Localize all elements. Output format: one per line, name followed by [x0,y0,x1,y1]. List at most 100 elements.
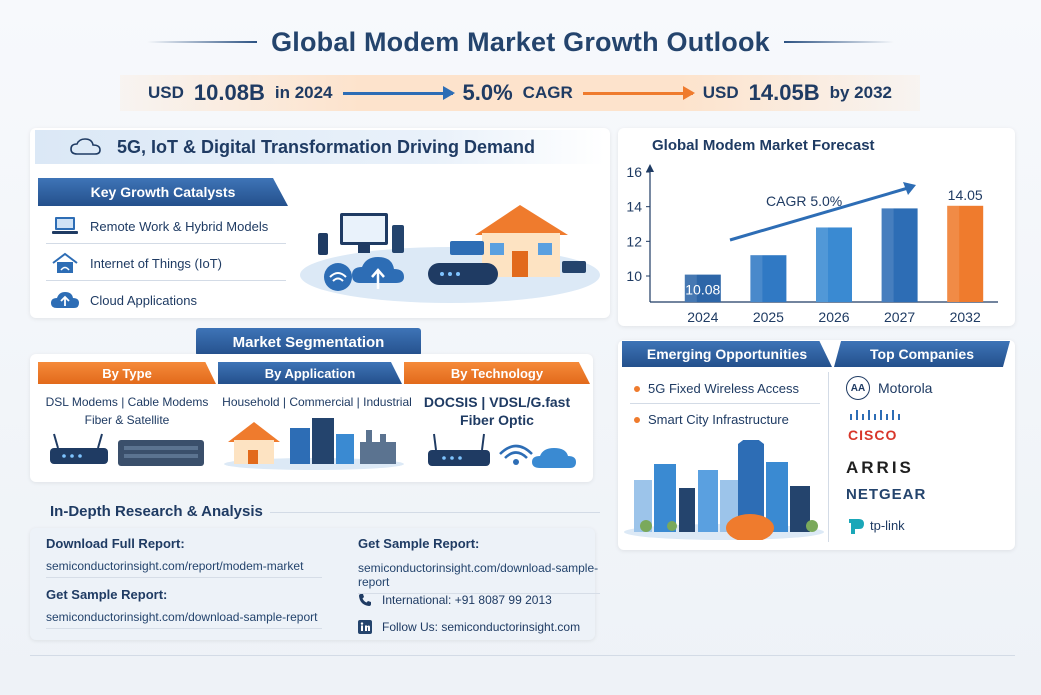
cagr-arrow [729,186,909,242]
bar-highlight [684,274,697,302]
catalyst-item: Cloud Applications [50,289,197,311]
opportunity-item: Smart City Infrastructure [634,412,789,427]
bar [881,208,918,302]
drivers-banner: 5G, IoT & Digital Transformation Driving… [35,130,605,164]
bar-highlight [881,208,894,302]
stat-cagr-suffix: CAGR [522,83,573,102]
catalyst-item: Internet of Things (IoT) [50,252,222,274]
x-tick-label: 2026 [818,309,849,325]
company-name: CISCO [848,427,898,443]
stat-cagr-value: 5.0% [462,80,513,105]
stat-end-value: 14.05B [748,80,820,105]
segmentation-heading: Market Segmentation [196,328,421,356]
follow-contact[interactable]: Follow Us: semiconductorinsight.com [358,620,580,634]
modem-devices-illustration [50,433,204,466]
catalyst-item: Remote Work & Hybrid Models [50,215,268,237]
bar [684,274,721,302]
sample-report-link-left[interactable]: semiconductorinsight.com/download-sample… [46,610,322,629]
stat-end-prefix: USD [702,83,739,102]
download-report-path: /report/modem-market [184,559,304,573]
segment-type-line1: DSL Modems | Cable Modems [45,395,209,409]
cagr-arrowhead [903,182,916,195]
bar-highlight [947,205,960,302]
cloud-icon [70,138,101,155]
sample-report-path-right: /download-sample-report [358,561,599,589]
companies-heading: Top Companies [834,341,1010,367]
title-rule-right [783,41,894,43]
download-report-link[interactable]: semiconductorinsight.com/report/modem-ma… [46,559,322,578]
bullet-icon [634,416,640,423]
bar-highlight [750,255,763,302]
buildings-illustration [224,418,404,470]
company-motorola: AA Motorola [846,376,932,400]
stat-end-suffix: by 2032 [829,83,892,102]
data-label: 14.05 [948,187,983,203]
tab-by-technology: By Technology [404,362,590,384]
chart-labels: 2024 10.08 2025 2026 2027 2032 14.05 [685,187,983,325]
companies-heading-text: Top Companies [870,346,974,362]
cagr-annotation: CAGR 5.0% [766,193,842,209]
company-cisco: CISCO [848,408,908,443]
motorola-logo-icon: AA [846,376,870,400]
segment-technology-line1: DOCSIS | VDSL/G.fast [423,394,571,410]
chart-title: Global Modem Market Forecast [652,137,875,154]
x-tick-label: 2032 [950,309,981,325]
bar [816,227,852,302]
y-tick-label: 14 [626,199,642,215]
opportunities-heading: Emerging Opportunities [622,341,832,367]
laptop-icon [52,217,78,234]
column-divider [828,372,829,542]
arrow-right-icon [342,85,455,100]
page-title: Global Modem Market Growth Outlook [271,26,770,57]
tplink-logo-icon [849,519,864,534]
download-report-label: Download Full Report: [46,536,185,551]
tab-by-application-label: By Application [264,365,356,381]
opportunity-item: 5G Fixed Wireless Access [634,381,799,396]
segment-application-text: Household | Commercial | Industrial [218,393,416,411]
divider [46,280,286,281]
sample-report-path-left: /download-sample-report [184,610,318,624]
company-tplink: tp-link [846,515,905,535]
tab-by-application: By Application [218,362,402,384]
opportunities-heading-text: Emerging Opportunities [646,346,808,362]
catalysts-heading: Key Growth Catalysts [38,178,288,206]
x-tick-label: 2024 [687,309,718,325]
company-name: Motorola [878,380,933,396]
opportunity-label: Smart City Infrastructure [648,412,789,427]
bar [750,255,787,302]
home-network-illustration [300,205,600,303]
tab-by-type: By Type [38,362,216,384]
stat-start-prefix: USD [148,83,184,102]
opportunity-label: 5G Fixed Wireless Access [648,381,799,396]
catalysts-heading-text: Key Growth Catalysts [90,184,236,200]
house-wifi-icon [52,252,78,273]
stat-start-value: 10.08B [193,80,265,105]
footer-divider [30,655,1015,656]
company-name: tp-link [870,517,905,533]
download-report-domain: semiconductorinsight.com [46,559,185,573]
divider [46,243,286,244]
cisco-logo-icon [850,410,900,420]
segment-application-line1: Household | Commercial | Industrial [222,395,412,409]
sample-report-label-left: Get Sample Report: [46,587,168,602]
tab-by-type-label: By Type [102,365,152,381]
phone-icon [359,594,371,606]
chart-bars [684,205,984,302]
research-panel [30,528,595,640]
divider [270,512,600,513]
title-row: Global Modem Market Growth Outlook [0,22,1041,62]
company-arris: ARRIS [846,458,914,477]
sample-report-label-right: Get Sample Report: [358,536,480,551]
y-axis-arrow [646,164,654,172]
sample-report-link-right[interactable]: semiconductorinsight.com/download-sample… [358,561,600,594]
router-wifi-illustration [428,433,576,468]
catalyst-label: Cloud Applications [90,292,197,308]
x-tick-label: 2025 [753,309,784,325]
sample-report-domain-left: semiconductorinsight.com [46,610,185,624]
market-stats-bar: USD 10.08B in 2024 5.0% CAGR USD 14.05B … [120,75,920,111]
follow-text: Follow Us: semiconductorinsight.com [382,620,581,634]
cloud-upload-icon [51,292,79,308]
sample-report-domain-right: semiconductorinsight.com [358,561,497,575]
y-tick-label: 12 [626,233,642,249]
